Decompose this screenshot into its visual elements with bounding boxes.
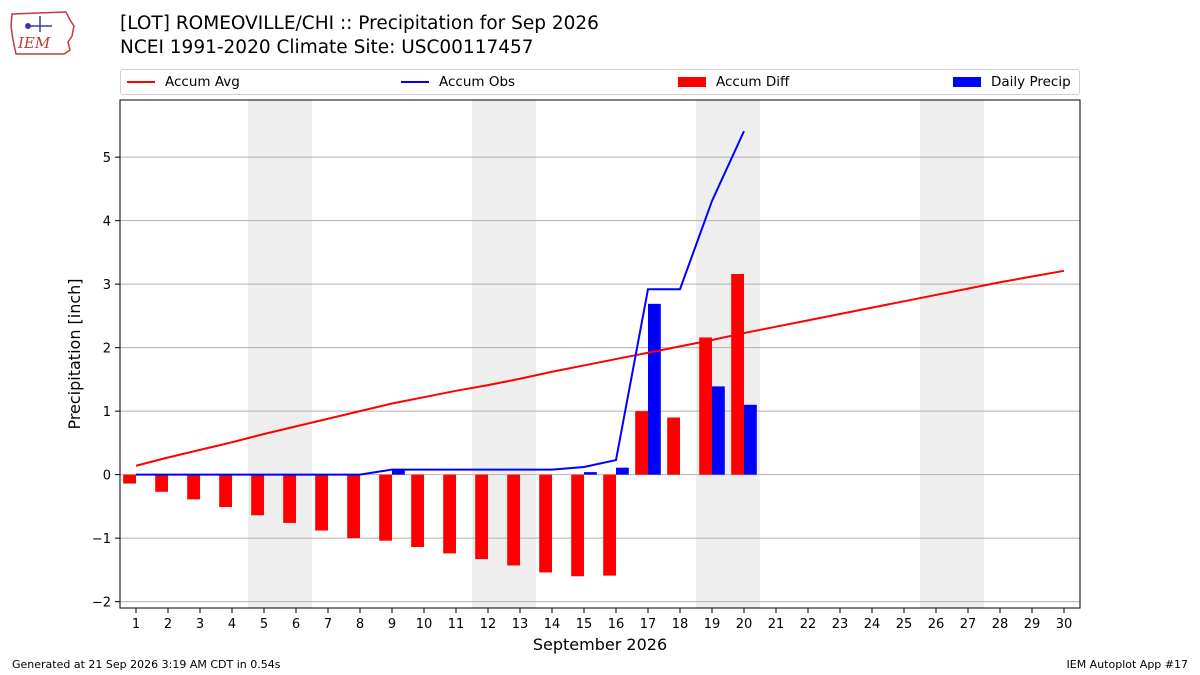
accum-diff-bar xyxy=(187,474,200,500)
accum-diff-bar xyxy=(475,474,488,560)
x-tick-label: 3 xyxy=(196,617,204,632)
x-axis-label: September 2026 xyxy=(533,635,667,654)
accum-avg-line xyxy=(135,269,1065,467)
x-tick-label: 16 xyxy=(608,617,625,632)
legend-label-daily-precip: Daily Precip xyxy=(991,74,1071,90)
weekend-shade-4 xyxy=(920,100,984,608)
accum-diff-bar xyxy=(411,474,424,548)
x-tick-label: 23 xyxy=(832,617,849,632)
accum-diff-bar xyxy=(539,474,552,573)
x-tick-label: 28 xyxy=(992,617,1009,632)
x-tick-label: 30 xyxy=(1056,617,1073,632)
legend-swatch-accum-obs xyxy=(401,81,429,83)
daily-precip-bar xyxy=(616,467,629,475)
x-tick-label: 21 xyxy=(768,617,785,632)
x-tick-label: 26 xyxy=(928,617,945,632)
y-tick-label: −2 xyxy=(92,596,111,611)
daily-precip-bar xyxy=(648,303,661,475)
legend-swatch-accum-avg xyxy=(127,81,155,83)
accum-diff-bar xyxy=(315,474,328,531)
accum-diff-bar xyxy=(667,417,680,475)
x-tick-label: 20 xyxy=(736,617,753,632)
x-tick-label: 13 xyxy=(512,617,529,632)
daily-precip-bar xyxy=(744,404,757,475)
title-line-2: NCEI 1991-2020 Climate Site: USC00117457 xyxy=(120,37,534,58)
x-tick-label: 18 xyxy=(672,617,689,632)
accum-diff-bar xyxy=(347,474,360,539)
legend-label-accum-avg: Accum Avg xyxy=(165,74,240,90)
x-tick-label: 1 xyxy=(132,617,140,632)
accum-diff-bar xyxy=(251,474,264,516)
bars xyxy=(123,273,757,577)
y-tick-label: 0 xyxy=(103,469,111,484)
weekend-shade-1 xyxy=(248,100,312,608)
legend-item-accum-diff: Accum Diff xyxy=(678,70,789,94)
series-lines xyxy=(135,130,1065,476)
x-tick-label: 12 xyxy=(480,617,497,632)
y-tick-label: −1 xyxy=(92,532,111,547)
x-tick-label: 17 xyxy=(640,617,657,632)
legend-swatch-daily-precip xyxy=(953,77,981,87)
y-axis-ticks: −2 −1 0 1 2 3 4 5 xyxy=(92,151,120,611)
x-tick-label: 9 xyxy=(388,617,396,632)
y-tick-label: 1 xyxy=(103,405,111,420)
legend-label-accum-diff: Accum Diff xyxy=(716,74,790,90)
x-tick-label: 10 xyxy=(416,617,433,632)
iowa-state-outline xyxy=(10,11,75,55)
accum-obs-line xyxy=(136,130,745,476)
accum-diff-bar xyxy=(219,474,232,508)
y-tick-label: 5 xyxy=(103,151,111,166)
x-tick-label: 24 xyxy=(864,617,881,632)
x-tick-label: 27 xyxy=(960,617,977,632)
app-label: IEM Autoplot App #17 xyxy=(1066,658,1189,671)
x-axis-ticks: 1 2 3 4 5 6 7 8 9 10 11 12 13 14 15 16 17 18 19 20 21 22 23 24 2… xyxy=(132,608,1072,632)
x-tick-label: 29 xyxy=(1024,617,1041,632)
daily-precip-bar xyxy=(584,472,597,475)
y-axis-label: Precipitation [inch] xyxy=(65,278,84,429)
daily-precip-bar xyxy=(392,469,405,475)
accum-diff-bar xyxy=(571,474,584,577)
x-tick-label: 25 xyxy=(896,617,913,632)
y-tick-label: 3 xyxy=(103,278,111,293)
title-line-1: [LOT] ROMEOVILLE/CHI :: Precipitation fo… xyxy=(120,13,599,34)
accum-diff-bar xyxy=(731,273,744,475)
accum-diff-bar xyxy=(123,474,136,484)
y-tick-label: 2 xyxy=(103,342,111,357)
accum-diff-bar xyxy=(379,474,392,541)
x-tick-label: 4 xyxy=(228,617,236,632)
plot-frame xyxy=(119,99,1081,609)
x-tick-label: 15 xyxy=(576,617,593,632)
accum-diff-bar xyxy=(283,474,296,523)
accum-diff-bar xyxy=(699,337,712,475)
x-tick-label: 22 xyxy=(800,617,817,632)
x-tick-label: 5 xyxy=(260,617,268,632)
generated-timestamp: Generated at 21 Sep 2026 3:19 AM CDT in … xyxy=(12,658,281,671)
chart-title: [LOT] ROMEOVILLE/CHI :: Precipitation fo… xyxy=(120,12,599,60)
accum-diff-bar xyxy=(155,474,168,492)
x-tick-label: 14 xyxy=(544,617,561,632)
x-tick-label: 19 xyxy=(704,617,721,632)
x-tick-label: 11 xyxy=(448,617,465,632)
accum-diff-bar xyxy=(603,474,616,576)
legend-swatch-accum-diff xyxy=(678,77,706,87)
legend-item-daily-precip: Daily Precip xyxy=(953,70,1071,94)
x-tick-label: 6 xyxy=(292,617,300,632)
accum-diff-bar xyxy=(443,474,456,554)
legend: Accum Avg Accum Obs Accum Diff Daily Pre… xyxy=(120,69,1080,95)
x-tick-label: 2 xyxy=(164,617,172,632)
legend-item-accum-obs: Accum Obs xyxy=(401,70,515,94)
x-tick-label: 8 xyxy=(356,617,364,632)
accum-diff-bar xyxy=(635,411,648,475)
legend-label-accum-obs: Accum Obs xyxy=(439,74,516,90)
y-tick-label: 4 xyxy=(103,215,111,230)
x-tick-label: 7 xyxy=(324,617,332,632)
logo-text: IEM xyxy=(17,34,51,52)
daily-precip-bar xyxy=(712,386,725,475)
legend-item-accum-avg: Accum Avg xyxy=(127,70,240,94)
iem-logo: IEM xyxy=(10,11,75,55)
accum-diff-bar xyxy=(507,474,520,566)
